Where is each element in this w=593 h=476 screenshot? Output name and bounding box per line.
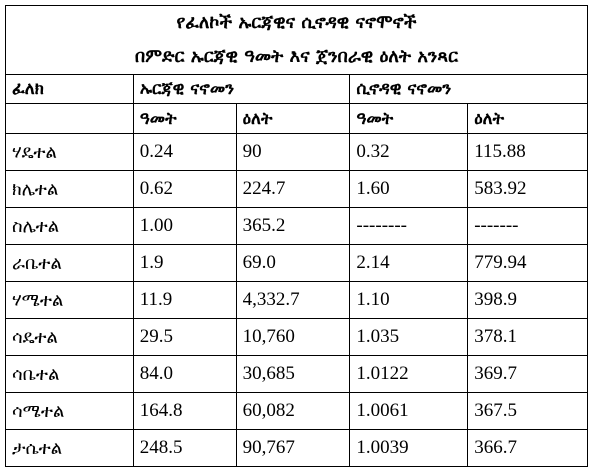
value-cell: 84.0 xyxy=(132,355,237,393)
value-cell: 248.5 xyxy=(132,429,237,467)
data-row: ሃሜተል 11.9 4,332.7 1.10 398.9 xyxy=(5,281,588,319)
value-cell: 0.62 xyxy=(132,170,237,208)
subheader-cell: ዕለት xyxy=(235,103,351,134)
planet-name: ሃዴተል xyxy=(5,133,134,171)
value-cell: ------- xyxy=(467,207,588,245)
planet-table: የፈለኮች ኡርጃዊና ሲኖዳዊ ናኖሞኖች በምድር ኡርጃዊ ዓመት እና … xyxy=(5,5,588,467)
value-cell: 378.1 xyxy=(467,318,588,356)
title-line: በምድር ኡርጃዊ ዓመት እና ጀንበራዊ ዕለት አንጻር xyxy=(5,40,588,75)
data-row: ስሌተል 1.00 365.2 -------- ------- xyxy=(5,207,588,245)
subheader-row: ዓመት ዕለት ዓመት ዕለት xyxy=(5,103,588,134)
planet-name: ታሴተል xyxy=(5,429,134,467)
value-cell: 1.035 xyxy=(349,318,469,356)
header-cell: ፈለክ xyxy=(5,74,134,104)
planet-name: ሃሜተል xyxy=(5,281,134,319)
subheader-cell: ዓመት xyxy=(132,103,237,134)
title-line: የፈለኮች ኡርጃዊና ሲኖዳዊ ናኖሞኖች xyxy=(5,5,588,40)
title-row: የፈለኮች ኡርጃዊና ሲኖዳዊ ናኖሞኖች xyxy=(5,5,588,40)
value-cell: 779.94 xyxy=(467,244,588,282)
value-cell: 69.0 xyxy=(235,244,351,282)
subheader-cell: ዕለት xyxy=(467,103,588,134)
value-cell: 1.0061 xyxy=(349,392,469,430)
planet-name: ሳዴተል xyxy=(5,318,134,356)
table-body: የፈለኮች ኡርጃዊና ሲኖዳዊ ናኖሞኖች በምድር ኡርጃዊ ዓመት እና … xyxy=(5,5,588,467)
value-cell: 1.0122 xyxy=(349,355,469,393)
data-row: ሳዴተል 29.5 10,760 1.035 378.1 xyxy=(5,318,588,356)
value-cell: 0.32 xyxy=(349,133,469,171)
value-cell: 10,760 xyxy=(235,318,351,356)
value-cell: 11.9 xyxy=(132,281,237,319)
data-row: ሃዴተል 0.24 90 0.32 115.88 xyxy=(5,133,588,171)
value-cell: 30,685 xyxy=(235,355,351,393)
data-row: ታሴተል 248.5 90,767 1.0039 366.7 xyxy=(5,429,588,467)
data-row: ክሌተል 0.62 224.7 1.60 583.92 xyxy=(5,170,588,208)
value-cell: 369.7 xyxy=(467,355,588,393)
header-row: ፈለክ ኡርጃዊ ናኖመን ሲኖዳዊ ናኖመን xyxy=(5,74,588,104)
data-row: ሳሜተል 164.8 60,082 1.0061 367.5 xyxy=(5,392,588,430)
value-cell: 365.2 xyxy=(235,207,351,245)
value-cell: -------- xyxy=(349,207,469,245)
value-cell: 1.0039 xyxy=(349,429,469,467)
value-cell: 90,767 xyxy=(235,429,351,467)
value-cell: 90 xyxy=(235,133,351,171)
planet-name: ሳቤተል xyxy=(5,355,134,393)
value-cell: 398.9 xyxy=(467,281,588,319)
value-cell: 164.8 xyxy=(132,392,237,430)
value-cell: 224.7 xyxy=(235,170,351,208)
value-cell: 115.88 xyxy=(467,133,588,171)
planet-name: ራቤተል xyxy=(5,244,134,282)
data-row: ሳቤተል 84.0 30,685 1.0122 369.7 xyxy=(5,355,588,393)
planet-name: ሳሜተል xyxy=(5,392,134,430)
empty-cell xyxy=(5,103,134,134)
title-row: በምድር ኡርጃዊ ዓመት እና ጀንበራዊ ዕለት አንጻር xyxy=(5,40,588,75)
value-cell: 60,082 xyxy=(235,392,351,430)
value-cell: 366.7 xyxy=(467,429,588,467)
value-cell: 2.14 xyxy=(349,244,469,282)
value-cell: 1.9 xyxy=(132,244,237,282)
value-cell: 583.92 xyxy=(467,170,588,208)
value-cell: 4,332.7 xyxy=(235,281,351,319)
value-cell: 1.10 xyxy=(349,281,469,319)
value-cell: 29.5 xyxy=(132,318,237,356)
data-row: ራቤተል 1.9 69.0 2.14 779.94 xyxy=(5,244,588,282)
subheader-cell: ዓመት xyxy=(349,103,469,134)
value-cell: 1.60 xyxy=(349,170,469,208)
value-cell: 0.24 xyxy=(132,133,237,171)
value-cell: 1.00 xyxy=(132,207,237,245)
value-cell: 367.5 xyxy=(467,392,588,430)
header-cell: ሲኖዳዊ ናኖመን xyxy=(349,74,588,104)
planet-name: ስሌተል xyxy=(5,207,134,245)
planet-name: ክሌተል xyxy=(5,170,134,208)
header-cell: ኡርጃዊ ናኖመን xyxy=(132,74,351,104)
